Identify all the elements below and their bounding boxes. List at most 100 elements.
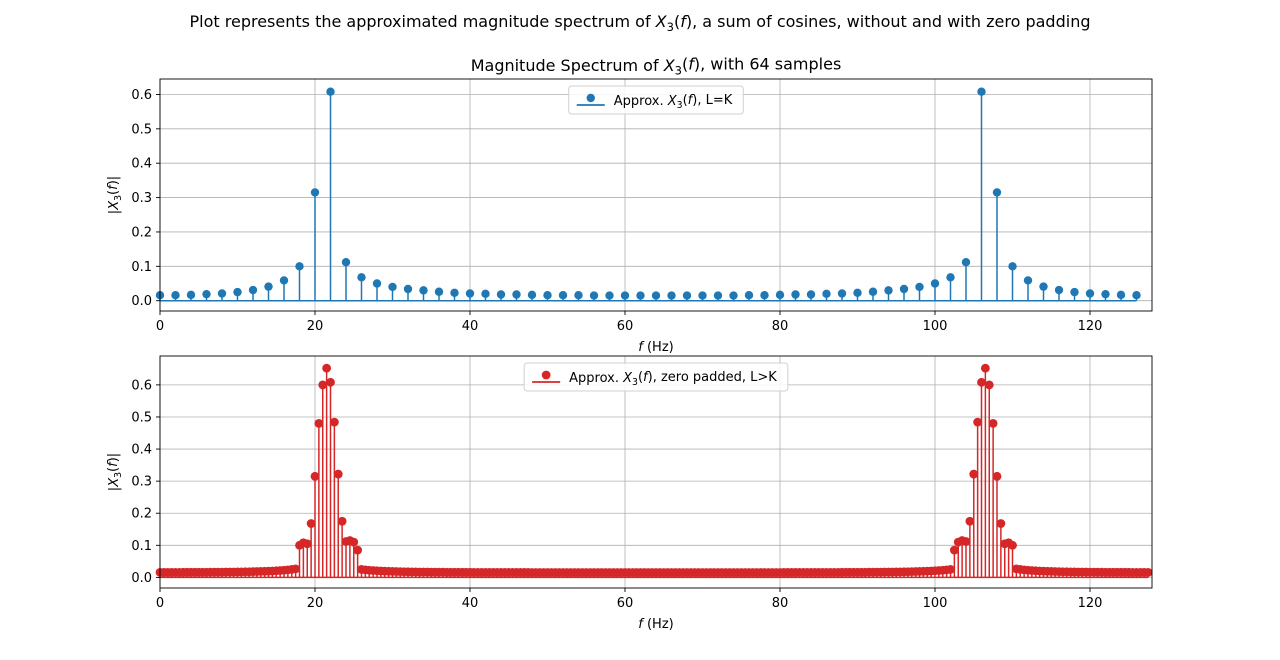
y-axis-label: |X3(f)| — [106, 453, 124, 491]
legend: Approx. X3(f), L=K — [568, 85, 744, 115]
stem-marker — [899, 284, 909, 294]
x-tick-label: 0 — [156, 596, 164, 611]
stem-marker — [341, 257, 351, 267]
stem-marker — [264, 282, 273, 291]
stem-marker — [744, 290, 754, 300]
stem-marker — [1054, 285, 1064, 295]
stem-marker — [822, 289, 831, 299]
stem-marker — [973, 417, 983, 427]
stem-marker — [295, 262, 304, 271]
stem-marker — [279, 276, 289, 285]
stem-marker — [318, 380, 328, 390]
y-tick-label: 0.3 — [131, 191, 152, 206]
y-tick-label: 0.6 — [131, 378, 152, 393]
stem-marker — [1085, 289, 1095, 298]
stem-marker — [326, 87, 335, 96]
stem-marker — [496, 290, 506, 299]
stem-marker — [329, 417, 339, 427]
y-tick-label: 0.5 — [131, 122, 152, 137]
stem-marker — [1008, 540, 1017, 550]
legend-marker — [586, 93, 595, 103]
x-tick-label: 60 — [617, 596, 634, 611]
stem-marker — [434, 287, 444, 296]
stem-marker — [1101, 289, 1110, 299]
stem-marker — [806, 290, 816, 299]
x-tick-label: 40 — [462, 319, 479, 334]
stem-marker — [450, 288, 459, 297]
x-axis-label: f (Hz) — [638, 340, 673, 355]
stem-marker — [1070, 287, 1079, 297]
stem-marker — [698, 291, 707, 300]
stem-marker — [961, 537, 971, 546]
legend-box — [523, 362, 789, 392]
y-tick-label: 0.6 — [131, 88, 152, 103]
subplot-bottom: 0 20 40 60 80 100 120 0.0 0.1 0.2 0.3 0.4 0.5 0.6 f (H… — [106, 355, 1153, 632]
stem-marker — [837, 289, 847, 298]
x-tick-label: 100 — [923, 319, 948, 334]
stem-marker — [372, 279, 382, 288]
x-tick-label: 80 — [772, 319, 789, 334]
stem-marker — [465, 289, 475, 298]
stem-marker — [713, 291, 723, 300]
stem-marker — [1116, 290, 1126, 300]
stem-marker — [949, 545, 959, 555]
stem-marker — [977, 377, 986, 387]
y-axis-label: |X3(f)| — [106, 176, 124, 214]
stem-marker — [333, 469, 343, 479]
stem-marker — [217, 289, 227, 298]
stem-marker — [1008, 262, 1017, 271]
stem-marker — [996, 519, 1006, 528]
figure-title: Plot represents the approximated magnitu… — [189, 12, 1091, 35]
y-tick-label: 0.2 — [131, 507, 152, 522]
stem-marker — [357, 273, 366, 282]
axes-frame — [159, 355, 1153, 589]
stem-marker — [980, 363, 990, 373]
stem-marker — [171, 290, 180, 300]
stem-marker — [969, 469, 979, 479]
stem-marker — [589, 291, 599, 300]
stem-marker — [775, 290, 785, 300]
stem-marker — [791, 290, 800, 299]
stem-marker — [651, 291, 661, 300]
stem-marker — [946, 273, 955, 282]
axes-frame — [159, 78, 1153, 312]
y-tick-label: 0.1 — [131, 539, 152, 554]
stem-marker — [233, 287, 242, 297]
x-tick-label: 40 — [462, 596, 479, 611]
legend-box — [568, 85, 744, 115]
stem-marker — [512, 290, 521, 299]
stem-marker — [984, 380, 994, 390]
stem-marker — [760, 290, 769, 300]
x-tick-label: 80 — [772, 596, 789, 611]
x-tick-label: 120 — [1078, 596, 1103, 611]
stem-marker — [403, 284, 413, 294]
stem-marker — [1132, 290, 1141, 300]
stem-marker — [620, 291, 630, 300]
stem-marker — [558, 290, 568, 300]
y-tick-label: 0.4 — [131, 443, 152, 458]
stem-marker — [481, 289, 490, 299]
stem-marker — [853, 288, 862, 297]
x-tick-label: 20 — [307, 319, 324, 334]
y-tick-label: 0.4 — [131, 157, 152, 172]
stem-marker — [667, 291, 676, 300]
x-tick-label: 20 — [307, 596, 324, 611]
subplot-top: 0 20 40 60 80 100 120 0.0 0.1 0.2 0.3 0.4 0.5 0.6 f (H… — [106, 55, 1153, 355]
x-tick-label: 100 — [923, 596, 948, 611]
legend-marker — [541, 370, 551, 380]
stem-marker — [1023, 276, 1033, 285]
stem-marker — [186, 290, 196, 300]
stem-marker — [353, 545, 363, 555]
stem-marker — [419, 286, 428, 295]
stem-marker — [729, 291, 738, 300]
stem-marker — [326, 377, 335, 387]
stem-marker — [388, 282, 397, 292]
stem-marker — [322, 363, 332, 373]
y-tick-label: 0.2 — [131, 225, 152, 240]
x-tick-label: 0 — [156, 319, 164, 334]
stem-marker — [965, 516, 975, 526]
x-axis-label: f (Hz) — [638, 617, 673, 632]
stem-marker — [915, 282, 924, 292]
stem-marker — [988, 418, 998, 428]
